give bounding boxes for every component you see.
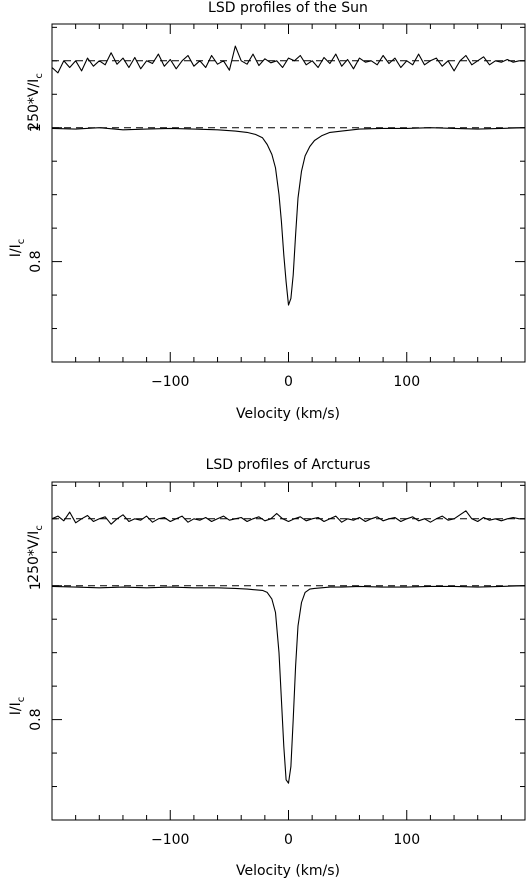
y-tick-label: 0.8 [28, 708, 44, 730]
stokes-v-profile-line [51, 510, 525, 525]
plot-frame [51, 23, 526, 363]
y-tick-label: 1 [28, 581, 44, 590]
y-tick-label: 1 [28, 123, 44, 132]
x-tick-label: 100 [393, 832, 420, 848]
y-axis-label-upper: 250*V/Ic [26, 73, 45, 131]
plot-area: −100 0 100 1 0.8 [28, 481, 526, 848]
plot-frame [51, 481, 526, 821]
x-tick-label: −100 [151, 374, 189, 390]
y-tick-label: 0.8 [28, 250, 44, 272]
panel-arcturus: LSD profiles of Arcturus Velocity (km/s)… [8, 457, 526, 879]
x-tick-label: −100 [151, 832, 189, 848]
chart-title: LSD profiles of Arcturus [206, 457, 371, 473]
chart-title: LSD profiles of the Sun [208, 0, 368, 16]
x-axis-label: Velocity (km/s) [236, 406, 340, 422]
x-tick-label: 100 [393, 374, 420, 390]
y-axis-label-lower: I/Ic [8, 239, 27, 257]
y-axis-label-lower: I/Ic [8, 697, 27, 715]
intensity-profile-line [51, 127, 526, 306]
y-axis-label-upper: 250*V/Ic [26, 525, 45, 583]
x-axis-label: Velocity (km/s) [236, 863, 340, 879]
stokes-v-profile-line [51, 45, 525, 74]
plot-area: −100 0 100 1 0.8 [28, 23, 526, 390]
x-tick-label: 0 [284, 374, 293, 390]
intensity-profile-line [51, 585, 526, 784]
panel-sun: LSD profiles of the Sun Velocity (km/s) … [8, 0, 526, 422]
x-tick-label: 0 [284, 832, 293, 848]
